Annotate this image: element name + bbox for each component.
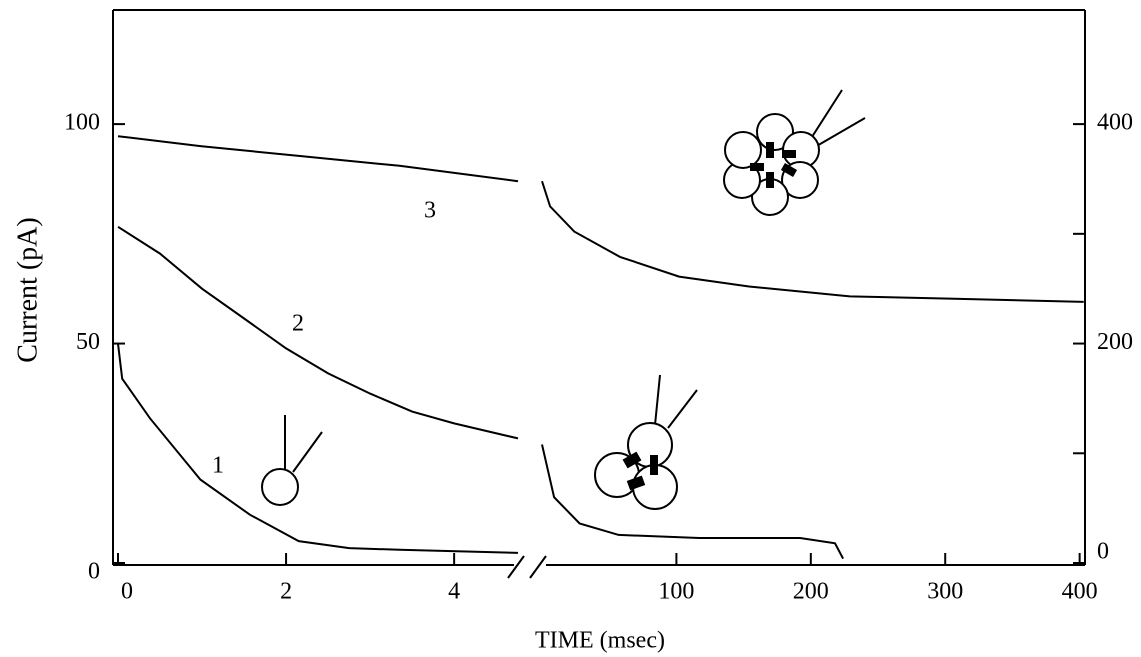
y-tick-label: 50 [76, 329, 100, 355]
series-label: 3 [424, 198, 436, 224]
x-tick-label: 200 [793, 579, 829, 605]
x-tick-label: 4 [448, 579, 460, 605]
y-tick-label: 0 [88, 559, 100, 585]
cell-cluster-icon [594, 374, 698, 510]
trace [117, 343, 519, 554]
x-axis-title: TIME (msec) [535, 628, 665, 654]
x-tick-label: 2 [280, 579, 292, 605]
axis-break [529, 555, 547, 579]
trace [541, 180, 1084, 303]
trace [117, 225, 519, 440]
axis-break [507, 555, 525, 579]
cell-icon [261, 415, 323, 506]
y2-tick-label: 0 [1097, 539, 1109, 565]
cell-rosette-icon [723, 89, 866, 216]
y-axis-title: Current (pA) [12, 217, 43, 362]
series-label: 1 [212, 453, 224, 479]
x-tick-label: 0 [121, 579, 133, 605]
trace [541, 444, 844, 560]
trace [117, 135, 519, 183]
x-tick-label: 300 [927, 579, 963, 605]
y2-tick-label: 200 [1097, 329, 1133, 355]
x-tick-label: 400 [1062, 579, 1098, 605]
series-label: 2 [292, 311, 304, 337]
y2-tick-label: 400 [1097, 110, 1133, 136]
x-tick-label: 100 [658, 579, 694, 605]
y-tick-label: 100 [64, 110, 100, 136]
